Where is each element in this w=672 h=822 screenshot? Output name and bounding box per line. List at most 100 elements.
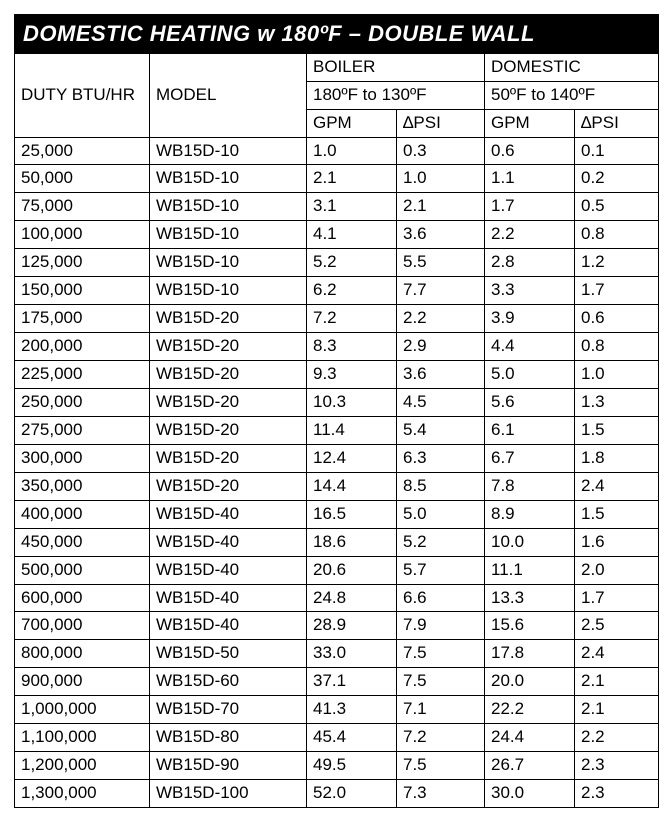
table-cell: 400,000 [15, 500, 150, 528]
table-cell: 6.6 [397, 584, 485, 612]
table-cell: WB15D-20 [150, 388, 307, 416]
table-cell: 1,000,000 [15, 696, 150, 724]
table-cell: WB15D-10 [150, 193, 307, 221]
table-cell: 14.4 [307, 472, 397, 500]
table-cell: 2.5 [575, 612, 659, 640]
table-cell: 1.0 [397, 165, 485, 193]
table-cell: 3.9 [485, 305, 575, 333]
table-cell: 2.9 [397, 333, 485, 361]
table-cell: 7.9 [397, 612, 485, 640]
table-cell: 350,000 [15, 472, 150, 500]
table-cell: WB15D-90 [150, 752, 307, 780]
table-cell: 7.5 [397, 752, 485, 780]
table-cell: 250,000 [15, 388, 150, 416]
table-cell: 3.6 [397, 221, 485, 249]
table-cell: 1.5 [575, 500, 659, 528]
table-cell: 0.2 [575, 165, 659, 193]
table-cell: 1.8 [575, 444, 659, 472]
header-boiler: BOILER [307, 53, 485, 81]
table-cell: WB15D-10 [150, 277, 307, 305]
table-row: 350,000WB15D-2014.48.57.82.4 [15, 472, 659, 500]
table-cell: 5.0 [397, 500, 485, 528]
table-row: 1,300,000WB15D-10052.07.330.02.3 [15, 780, 659, 808]
table-cell: 6.1 [485, 416, 575, 444]
header-duty: DUTY BTU/HR [15, 53, 150, 137]
table-cell: 1.7 [485, 193, 575, 221]
table-cell: WB15D-10 [150, 137, 307, 165]
table-cell: 41.3 [307, 696, 397, 724]
table-cell: WB15D-80 [150, 724, 307, 752]
table-cell: 7.2 [307, 305, 397, 333]
table-row: 50,000WB15D-102.11.01.10.2 [15, 165, 659, 193]
table-cell: 1,100,000 [15, 724, 150, 752]
table-row: 200,000WB15D-208.32.94.40.8 [15, 333, 659, 361]
table-cell: 1.0 [307, 137, 397, 165]
heating-table: DOMESTIC HEATING w 180ºF – DOUBLE WALL D… [14, 14, 659, 808]
header-model: MODEL [150, 53, 307, 137]
table-row: 900,000WB15D-6037.17.520.02.1 [15, 668, 659, 696]
table-cell: 1.7 [575, 277, 659, 305]
table-cell: 2.1 [575, 668, 659, 696]
table-cell: 3.3 [485, 277, 575, 305]
table-cell: 10.0 [485, 528, 575, 556]
table-row: 800,000WB15D-5033.07.517.82.4 [15, 640, 659, 668]
table-cell: WB15D-20 [150, 305, 307, 333]
table-body: 25,000WB15D-101.00.30.60.150,000WB15D-10… [15, 137, 659, 808]
table-cell: 11.1 [485, 556, 575, 584]
table-row: 1,200,000WB15D-9049.57.526.72.3 [15, 752, 659, 780]
table-cell: WB15D-40 [150, 528, 307, 556]
table-cell: 700,000 [15, 612, 150, 640]
table-cell: 4.4 [485, 333, 575, 361]
table-cell: 150,000 [15, 277, 150, 305]
table-cell: 3.1 [307, 193, 397, 221]
header-boiler-gpm: GPM [307, 109, 397, 137]
header-domestic-gpm: GPM [485, 109, 575, 137]
table-cell: 24.4 [485, 724, 575, 752]
table-cell: 7.1 [397, 696, 485, 724]
table-cell: 37.1 [307, 668, 397, 696]
table-row: 300,000WB15D-2012.46.36.71.8 [15, 444, 659, 472]
table-cell: 6.7 [485, 444, 575, 472]
table-cell: 15.6 [485, 612, 575, 640]
table-row: 500,000WB15D-4020.65.711.12.0 [15, 556, 659, 584]
header-domestic-dpsi: ∆PSI [575, 109, 659, 137]
table-row: 450,000WB15D-4018.65.210.01.6 [15, 528, 659, 556]
table-cell: 3.6 [397, 361, 485, 389]
table-cell: 7.7 [397, 277, 485, 305]
table-cell: WB15D-100 [150, 780, 307, 808]
table-cell: 6.2 [307, 277, 397, 305]
table-cell: 5.5 [397, 249, 485, 277]
table-cell: 5.0 [485, 361, 575, 389]
table-row: 250,000WB15D-2010.34.55.61.3 [15, 388, 659, 416]
table-row: 700,000WB15D-4028.97.915.62.5 [15, 612, 659, 640]
table-cell: WB15D-20 [150, 333, 307, 361]
table-cell: 2.2 [485, 221, 575, 249]
header-domestic-range: 50ºF to 140ºF [485, 81, 659, 109]
table-cell: 1.1 [485, 165, 575, 193]
table-cell: 5.6 [485, 388, 575, 416]
table-cell: 16.5 [307, 500, 397, 528]
table-cell: 7.8 [485, 472, 575, 500]
table-cell: 125,000 [15, 249, 150, 277]
table-row: 1,000,000WB15D-7041.37.122.22.1 [15, 696, 659, 724]
table-cell: 5.7 [397, 556, 485, 584]
table-cell: 4.5 [397, 388, 485, 416]
table-cell: 52.0 [307, 780, 397, 808]
table-cell: 2.1 [307, 165, 397, 193]
table-cell: 300,000 [15, 444, 150, 472]
table-cell: 0.6 [485, 137, 575, 165]
table-cell: 12.4 [307, 444, 397, 472]
table-cell: 0.8 [575, 221, 659, 249]
table-cell: 7.2 [397, 724, 485, 752]
table-cell: 900,000 [15, 668, 150, 696]
table-cell: 175,000 [15, 305, 150, 333]
table-cell: 2.3 [575, 752, 659, 780]
table-cell: 7.5 [397, 668, 485, 696]
table-cell: 5.2 [397, 528, 485, 556]
table-row: 25,000WB15D-101.00.30.60.1 [15, 137, 659, 165]
table-cell: 2.4 [575, 472, 659, 500]
table-row: 1,100,000WB15D-8045.47.224.42.2 [15, 724, 659, 752]
table-row: 150,000WB15D-106.27.73.31.7 [15, 277, 659, 305]
table-cell: 11.4 [307, 416, 397, 444]
table-cell: 20.6 [307, 556, 397, 584]
